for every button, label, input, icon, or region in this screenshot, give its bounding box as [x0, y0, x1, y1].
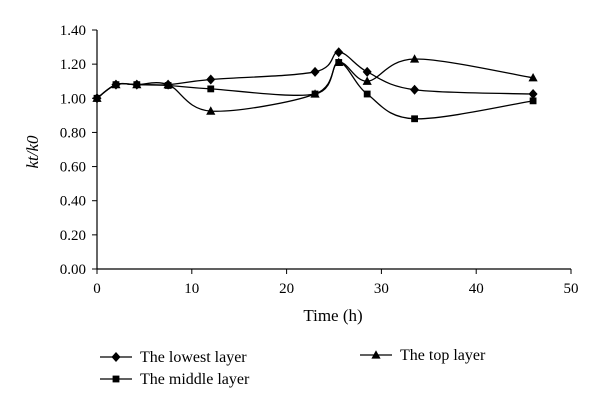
- legend-label-middle-layer: The middle layer: [140, 371, 250, 388]
- legend-item-top-layer: The top layer: [360, 347, 486, 364]
- legend-item-lowest-layer: The lowest layer: [100, 349, 247, 366]
- data-point-middle-layer: [363, 90, 371, 98]
- x-ticks: 0 10 20 30 40 50: [93, 269, 579, 297]
- legend: The lowest layer The middle layer The top …: [100, 347, 486, 388]
- data-point-top-layer: [310, 89, 320, 98]
- x-tick-label: 20: [279, 281, 294, 297]
- x-tick-label: 10: [184, 281, 199, 297]
- data-point-lowest-layer: [362, 66, 372, 77]
- legend-marker-top-layer: [371, 350, 381, 359]
- data-point-middle-layer: [411, 115, 418, 123]
- data-point-lowest-layer: [310, 66, 320, 77]
- axes: [96, 30, 571, 270]
- data-point-lowest-layer: [334, 47, 344, 58]
- y-ticks: 0.00 0.20 0.40 0.60 0.80 1.00 1.20 1.40: [60, 23, 97, 278]
- series-line-top-layer: [96, 58, 534, 112]
- y-tick-label: 1.20: [60, 57, 86, 73]
- data-point-top-layer: [163, 79, 173, 89]
- data-point-top-layer: [132, 79, 142, 89]
- y-axis-title: kt/k0: [23, 135, 42, 169]
- x-tick-label: 40: [469, 281, 484, 297]
- data-point-middle-layer: [207, 85, 215, 93]
- data-point-lowest-layer: [528, 89, 538, 100]
- data-point-lowest-layer: [206, 74, 216, 85]
- legend-label-lowest-layer: The lowest layer: [140, 349, 247, 366]
- y-tick-label: 0.40: [60, 194, 86, 210]
- y-tick-label: 0.80: [60, 125, 86, 141]
- legend-marker-lowest-layer: [111, 352, 121, 362]
- data-point-lowest-layer: [410, 84, 420, 95]
- y-tick-label: 1.00: [60, 91, 86, 107]
- x-axis-title: Time (h): [303, 306, 362, 325]
- x-tick-label: 50: [564, 281, 579, 297]
- data-point-top-layer: [111, 79, 121, 89]
- data-point-top-layer: [409, 54, 420, 63]
- y-tick-label: 0.00: [60, 262, 86, 278]
- data-point-top-layer: [528, 73, 538, 82]
- plot-area: [92, 47, 538, 123]
- y-tick-label: 0.20: [60, 228, 86, 244]
- legend-marker-middle-layer: [112, 375, 120, 383]
- data-point-middle-layer: [529, 97, 537, 105]
- data-point-top-layer: [362, 76, 372, 85]
- data-point-top-layer: [206, 106, 216, 115]
- y-tick-label: 1.40: [60, 23, 86, 39]
- y-tick-label: 0.60: [60, 160, 86, 176]
- x-tick-label: 30: [374, 281, 389, 297]
- data-point-top-layer: [334, 57, 344, 67]
- legend-label-top-layer: The top layer: [400, 347, 486, 364]
- legend-item-middle-layer: The middle layer: [100, 371, 250, 388]
- x-tick-label: 0: [93, 281, 101, 297]
